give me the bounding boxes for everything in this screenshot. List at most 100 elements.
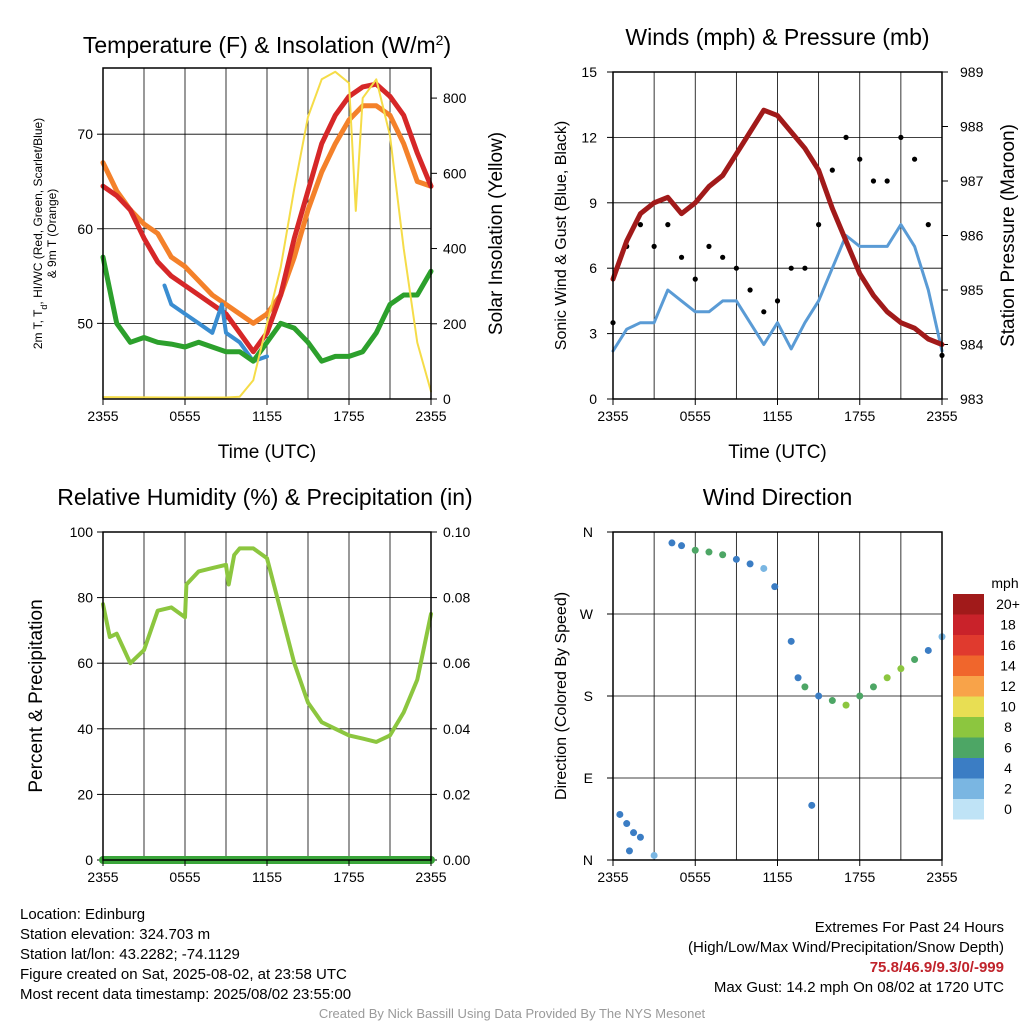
colorbar-swatch <box>953 676 984 697</box>
temp-y-label-line2: & 9m T (Orange) <box>45 189 59 279</box>
pressure-y-tick-label: 989 <box>960 64 984 80</box>
temp-x-tick-label: 1755 <box>333 408 364 424</box>
series-dewpoint <box>162 283 269 364</box>
extremes-title: Extremes For Past 24 Hours <box>814 919 1004 936</box>
insolation-y-tick-label: 600 <box>443 165 467 181</box>
wind-y-tick-label: 12 <box>581 129 597 145</box>
gust-point <box>651 243 657 249</box>
recent-data-text: Most recent data timestamp: 2025/08/02 2… <box>20 986 352 1003</box>
direction-point <box>856 692 864 700</box>
direction-point <box>691 546 699 554</box>
direction-y-tick-label: N <box>583 852 593 868</box>
gust-point <box>911 156 918 162</box>
direction-point <box>883 674 891 682</box>
wind-chart-title: Winds (mph) & Pressure (mb) <box>625 24 929 50</box>
temp-y-tick-label: 70 <box>77 126 93 142</box>
colorbar-label: 20+ <box>996 596 1020 612</box>
insolation-y-tick-label: 400 <box>443 241 467 257</box>
direction-x-tick-label: 1755 <box>844 869 875 885</box>
colorbar-label: 0 <box>1004 801 1012 817</box>
extremes-subtitle: (High/Low/Max Wind/Precipitation/Snow De… <box>688 939 1004 956</box>
temp-y-tick-label: 60 <box>77 221 93 237</box>
direction-point <box>869 683 877 691</box>
pressure-y-tick-label: 983 <box>960 391 984 407</box>
direction-point <box>650 851 658 859</box>
series-wind <box>611 223 944 353</box>
insolation-y-tick-label: 200 <box>443 316 467 332</box>
wind-x-axis-label: Time (UTC) <box>728 442 827 463</box>
colorbar-swatch <box>953 737 984 758</box>
temp-x-axis-label: Time (UTC) <box>218 442 317 463</box>
colorbar-label: 2 <box>1004 781 1012 797</box>
series-rh <box>101 546 433 744</box>
direction-point <box>924 646 932 654</box>
gust-point <box>761 309 767 315</box>
insolation-y-tick-label: 0 <box>443 391 451 407</box>
gust-point <box>884 178 890 184</box>
wind-x-tick-label: 2355 <box>597 408 628 424</box>
pressure-y-tick-label: 984 <box>960 337 984 353</box>
gust-point <box>692 276 698 282</box>
direction-point <box>815 692 823 700</box>
series-temp-2m <box>100 81 434 355</box>
direction-y-tick-label: W <box>580 606 594 622</box>
direction-x-tick-label: 2355 <box>926 869 957 885</box>
colorbar-label: 8 <box>1004 719 1012 735</box>
colorbar-label: 10 <box>1000 699 1016 715</box>
precip-y-tick-label: 0.04 <box>443 721 470 737</box>
colorbar-label: 18 <box>1000 617 1016 633</box>
gust-point <box>870 178 877 184</box>
direction-point <box>678 542 686 550</box>
direction-point <box>911 656 919 664</box>
colorbar-title: mph <box>991 575 1018 591</box>
gust-point <box>829 167 835 173</box>
direction-point <box>625 847 633 855</box>
direction-point <box>771 583 779 591</box>
gust-point <box>843 134 849 140</box>
direction-point <box>897 665 905 673</box>
gust-point <box>802 265 808 271</box>
direction-point <box>705 548 713 556</box>
wind-y-tick-label: 15 <box>581 64 597 80</box>
direction-point <box>623 820 631 828</box>
gust-point <box>898 134 904 140</box>
elevation-text: Station elevation: 324.703 m <box>20 926 211 943</box>
wind-x-tick-label: 0555 <box>680 408 711 424</box>
direction-point <box>808 801 816 809</box>
direction-y-tick-label: N <box>583 524 593 540</box>
temp-y-axis-label: 2m T, Td, HI/WC (Red, Green, Scarlet/Blu… <box>31 118 59 349</box>
pressure-y-tick-label: 988 <box>960 119 984 135</box>
pressure-y-tick-label: 986 <box>960 228 984 244</box>
direction-point <box>794 674 802 682</box>
pressure-y-axis-label: Station Pressure (Maroon) <box>998 124 1019 347</box>
colorbar-label: 6 <box>1004 740 1012 756</box>
direction-point <box>801 683 809 691</box>
gust-point <box>678 254 685 260</box>
pressure-y-tick-label: 987 <box>960 173 984 189</box>
direction-point <box>719 551 727 559</box>
precip-y-tick-label: 0.10 <box>443 524 470 540</box>
wind-y-tick-label: 3 <box>589 326 597 342</box>
colorbar-swatch <box>953 696 984 717</box>
temp-x-tick-label: 1155 <box>252 408 282 424</box>
direction-point <box>787 637 795 645</box>
colorbar-swatch <box>953 655 984 676</box>
colorbar-swatch <box>953 758 984 779</box>
rh-y-tick-label: 100 <box>70 524 94 540</box>
wind-x-tick-label: 2355 <box>926 408 957 424</box>
wind-y-tick-label: 0 <box>589 391 597 407</box>
colorbar-swatch <box>953 799 984 820</box>
latlon-text: Station lat/lon: 43.2282; -74.1129 <box>20 946 240 963</box>
insolation-y-tick-label: 800 <box>443 90 467 106</box>
direction-point <box>636 833 644 841</box>
rh-x-tick-label: 1755 <box>333 869 364 885</box>
temp-x-tick-label: 2355 <box>415 408 446 424</box>
extremes-values: 75.8/46.9/9.3/0/-999 <box>869 959 1004 976</box>
gust-point <box>816 222 822 228</box>
gust-point <box>925 222 931 228</box>
rh-y-tick-label: 0 <box>85 852 93 868</box>
gust-point <box>637 222 644 228</box>
rh-y-tick-label: 20 <box>77 786 93 802</box>
direction-point <box>616 810 624 818</box>
